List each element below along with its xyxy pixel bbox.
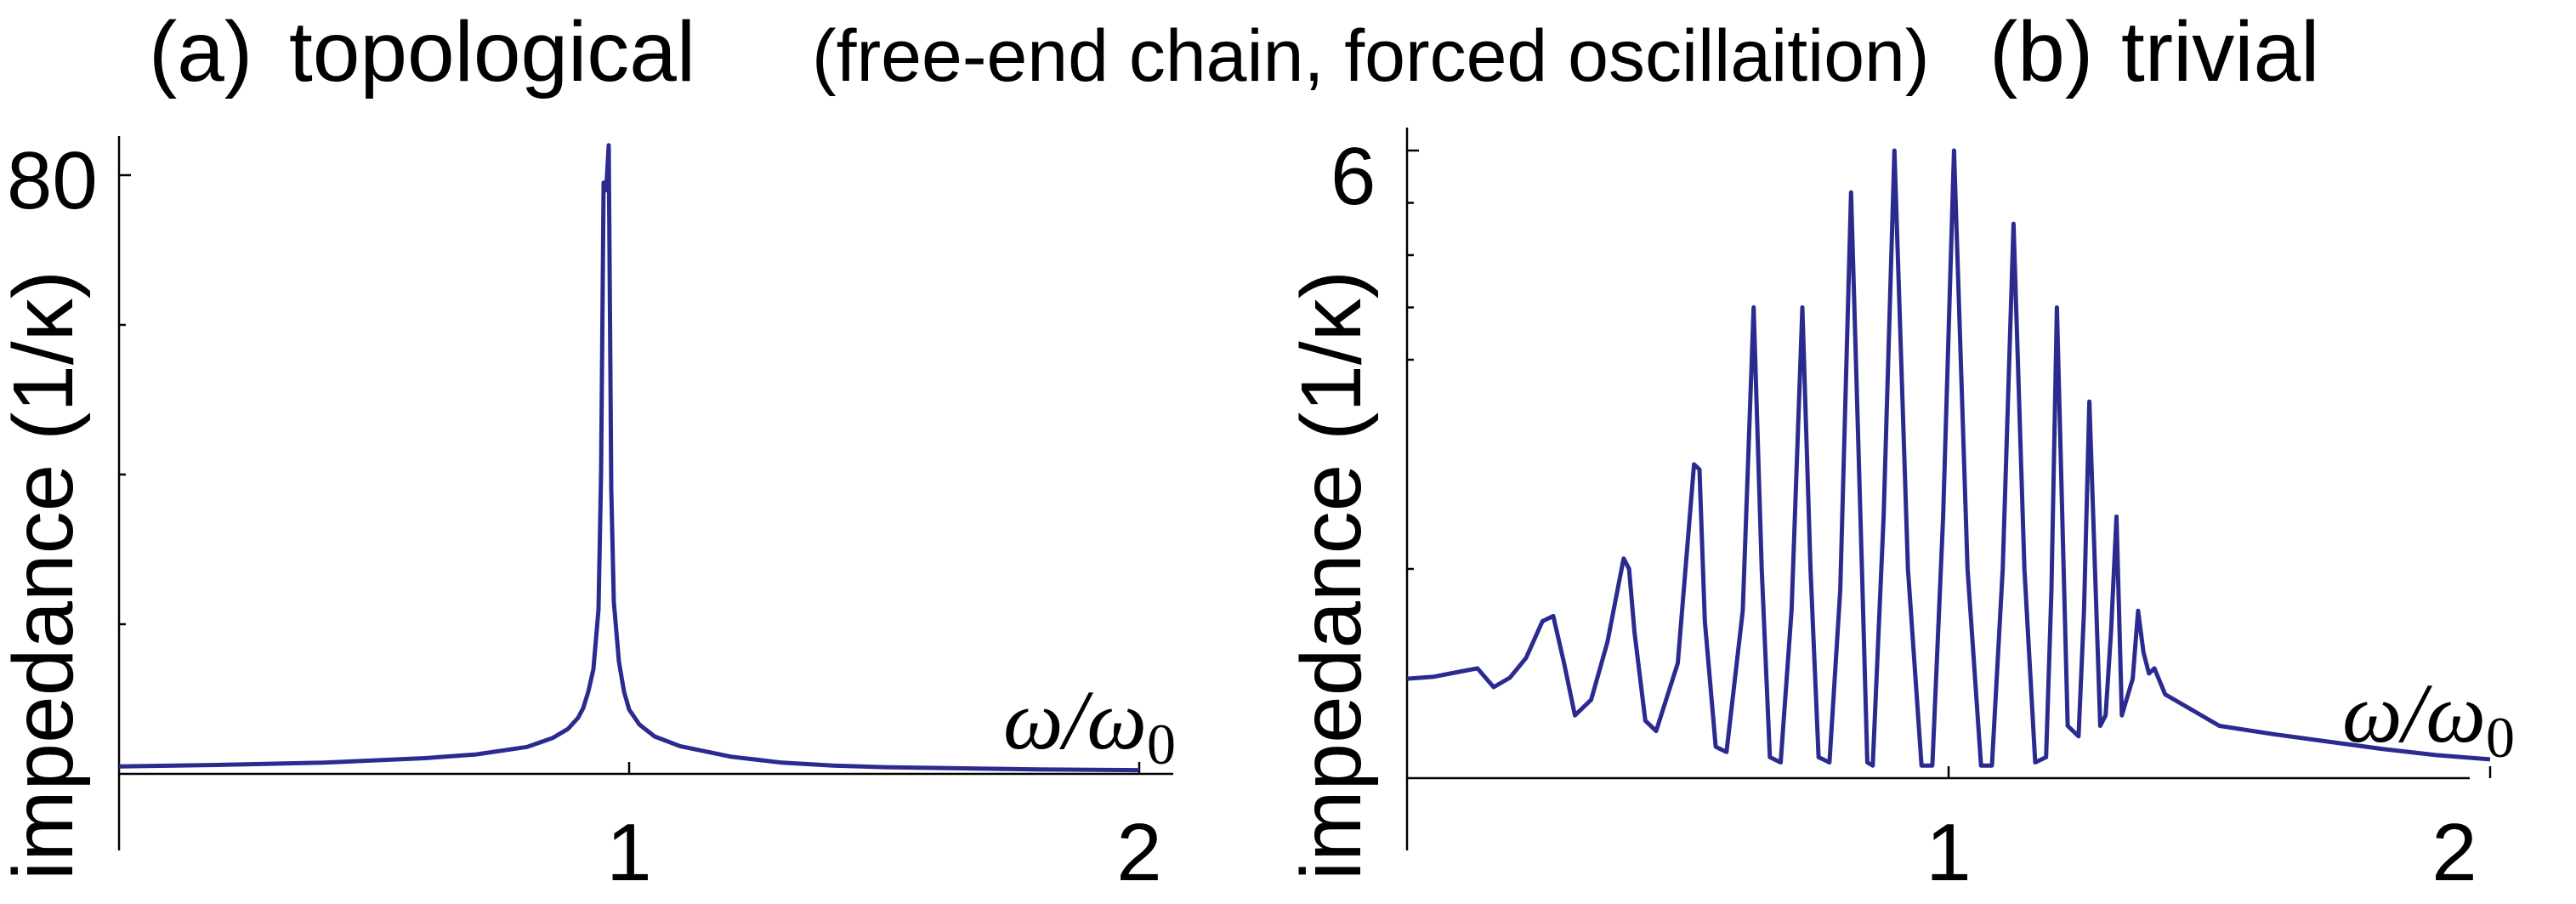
panel-a-xlabel: ω/ω0 [1003, 673, 1176, 776]
panel-b-tag: (b) [1989, 4, 2093, 99]
panel-b-xtick-label-2: 2 [2431, 807, 2477, 898]
panel-a-title: topological [289, 4, 695, 99]
panel-a: impedance (1/κ) 80 1 2 ω/ω0 [0, 135, 1176, 898]
panel-a-tag: (a) [149, 4, 252, 99]
panel-b-title: trivial [2121, 4, 2319, 99]
panel-a-xtick-label-2: 2 [1116, 807, 1161, 898]
panel-b-ticks [1407, 149, 2492, 778]
panel-b-ytick-label-6: 6 [1331, 131, 1376, 222]
panel-a-ylabel: impedance (1/κ) [0, 270, 91, 880]
panel-b-series-line [1406, 148, 2491, 768]
panel-a-ytick-label-80: 80 [7, 135, 98, 226]
panel-a-series-line [118, 143, 1140, 773]
panel-b: impedance (1/κ) 6 1 2 ω/ω0 [1284, 128, 2515, 898]
panel-b-xtick-label-1: 1 [1926, 807, 1971, 898]
figure-center-note: (free-end chain, forced oscillaition) [812, 15, 1930, 97]
panel-a-xtick-label-1: 1 [606, 807, 651, 898]
panel-a-ticks [119, 173, 1141, 774]
panel-b-xlabel: ω/ω0 [2342, 666, 2515, 770]
panel-b-ylabel: impedance (1/κ) [1284, 270, 1379, 880]
